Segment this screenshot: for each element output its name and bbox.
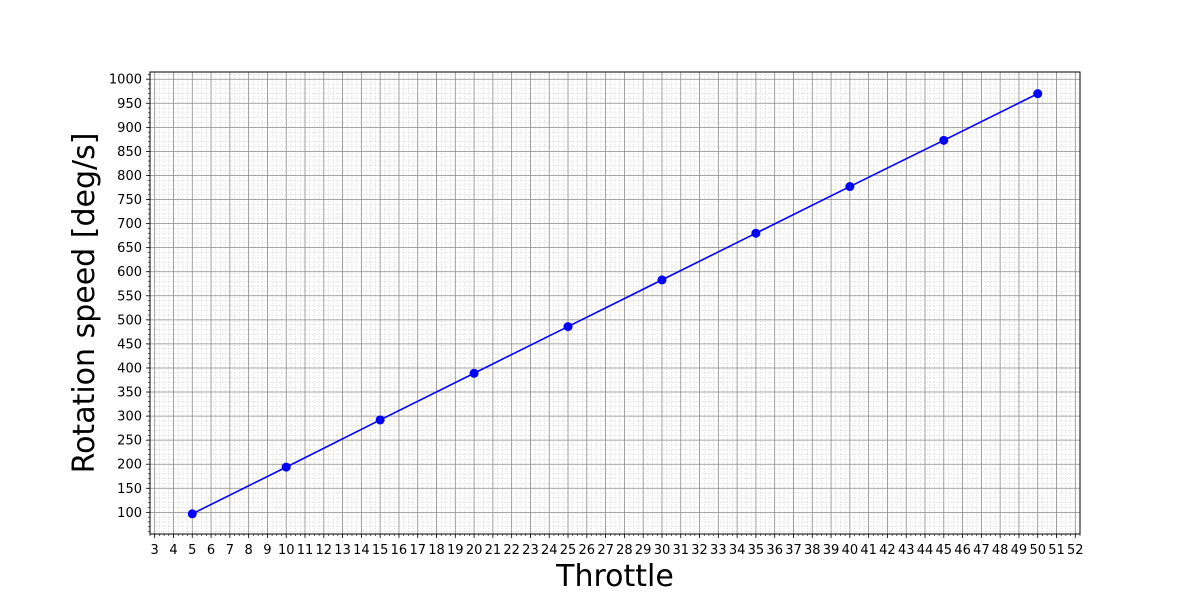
x-tick-label: 23: [522, 543, 539, 558]
x-tick-label: 45: [936, 543, 953, 558]
x-tick-label: 22: [503, 543, 520, 558]
y-tick-label: 400: [117, 361, 142, 376]
y-tick-label: 300: [117, 410, 142, 425]
x-tick-label: 25: [560, 543, 577, 558]
x-tick-label: 17: [409, 543, 426, 558]
x-tick-label: 42: [879, 543, 896, 558]
y-tick-label: 950: [117, 97, 142, 112]
x-tick-label: 35: [748, 543, 765, 558]
x-tick-label: 6: [207, 543, 215, 558]
y-tick-label: 1000: [109, 73, 142, 88]
y-tick-label: 850: [117, 145, 142, 160]
x-tick-label: 32: [691, 543, 708, 558]
x-tick-label: 36: [766, 543, 783, 558]
x-tick-label: 8: [244, 543, 252, 558]
x-tick-label: 47: [973, 543, 990, 558]
x-tick-label: 27: [597, 543, 614, 558]
x-tick-label: 4: [169, 543, 177, 558]
x-tick-label: 34: [729, 543, 746, 558]
data-point: [1033, 89, 1043, 99]
data-point: [469, 368, 479, 378]
x-axis-ticks: 3 4 5 6 7 8 9 10 11 12 13 14 15 16 17 18 19 20 21 22 23 24 25 2…: [149, 534, 1084, 558]
x-tick-label: 3: [151, 543, 159, 558]
y-tick-label: 350: [117, 386, 142, 401]
x-tick-label: 50: [1029, 543, 1046, 558]
x-tick-label: 33: [710, 543, 727, 558]
y-axis-title: Rotation speed [deg/s]: [67, 133, 102, 474]
x-tick-label: 38: [804, 543, 821, 558]
y-tick-label: 100: [117, 506, 142, 521]
x-tick-label: 19: [447, 543, 464, 558]
x-tick-label: 21: [485, 543, 502, 558]
x-tick-label: 10: [278, 543, 295, 558]
major-grid: [150, 72, 1080, 534]
x-tick-label: 44: [917, 543, 934, 558]
data-point: [281, 462, 291, 472]
x-tick-label: 14: [353, 543, 370, 558]
y-tick-label: 200: [117, 458, 142, 473]
x-tick-label: 48: [992, 543, 1009, 558]
series-line: [191, 92, 1039, 515]
y-tick-label: 500: [117, 313, 142, 328]
y-tick-label: 650: [117, 241, 142, 256]
x-tick-label: 5: [188, 543, 196, 558]
y-tick-label: 700: [117, 217, 142, 232]
y-tick-label: 900: [117, 121, 142, 136]
x-tick-label: 41: [860, 543, 877, 558]
y-tick-label: 600: [117, 265, 142, 280]
x-tick-label: 13: [334, 543, 351, 558]
x-tick-label: 26: [579, 543, 596, 558]
x-tick-label: 40: [842, 543, 859, 558]
x-tick-label: 12: [316, 543, 333, 558]
x-tick-label: 31: [672, 543, 689, 558]
x-tick-label: 11: [297, 543, 314, 558]
x-tick-label: 51: [1048, 543, 1065, 558]
x-tick-label: 7: [226, 543, 234, 558]
series-layer: [187, 89, 1043, 519]
x-tick-label: 46: [954, 543, 971, 558]
y-axis-ticks: 100 150 200 250 300 350 400 450 500 550 600 650 700 7…: [109, 73, 150, 532]
x-tick-label: 16: [391, 543, 408, 558]
data-point: [845, 182, 855, 192]
x-tick-label: 28: [616, 543, 633, 558]
x-tick-label: 9: [263, 543, 271, 558]
x-tick-label: 18: [428, 543, 445, 558]
x-tick-label: 43: [898, 543, 915, 558]
data-point: [751, 228, 761, 238]
data-point: [563, 322, 573, 332]
x-tick-label: 15: [372, 543, 389, 558]
data-point: [939, 135, 949, 145]
x-tick-label: 20: [466, 543, 483, 558]
x-tick-label: 49: [1011, 543, 1028, 558]
x-tick-label: 37: [785, 543, 802, 558]
x-tick-label: 52: [1067, 543, 1084, 558]
y-tick-label: 550: [117, 289, 142, 304]
y-tick-label: 450: [117, 337, 142, 352]
data-point: [187, 509, 197, 519]
x-tick-label: 29: [635, 543, 652, 558]
data-point: [375, 415, 385, 425]
x-axis-title: Throttle: [555, 559, 674, 594]
x-tick-label: 30: [654, 543, 671, 558]
y-tick-label: 800: [117, 169, 142, 184]
x-tick-label: 39: [823, 543, 840, 558]
y-tick-label: 750: [117, 193, 142, 208]
data-point: [657, 275, 667, 285]
y-tick-label: 150: [117, 482, 142, 497]
y-tick-label: 250: [117, 434, 142, 449]
x-tick-label: 24: [541, 543, 558, 558]
